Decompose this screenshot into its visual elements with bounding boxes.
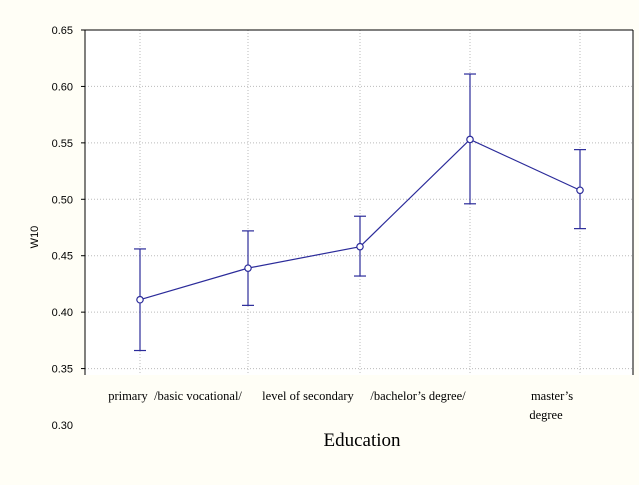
label-layer: primary/basic vocational/level of second… <box>108 389 573 422</box>
data-point <box>244 264 252 272</box>
x-category-label: /bachelor’s degree/ <box>370 389 466 403</box>
y-tick-label: 0.55 <box>52 138 73 150</box>
data-point <box>466 135 474 144</box>
data-point <box>356 242 364 251</box>
axis-layer: 0.30 0.35 0.40 0.45 0.50 0.55 0.60 0.65 <box>52 25 634 432</box>
y-tick-label: 0.30 <box>52 420 73 432</box>
y-tick-label: 0.50 <box>52 194 73 206</box>
data-point <box>136 295 144 304</box>
x-category-label-continued: degree <box>529 408 563 422</box>
y-tick-label: 0.35 <box>52 364 73 376</box>
plot-area <box>85 30 633 375</box>
x-category-label: /basic vocational/ <box>154 389 242 403</box>
y-tick-label: 0.45 <box>52 251 73 263</box>
series-layer <box>136 135 584 304</box>
x-category-label: level of secondary <box>262 389 354 403</box>
x-category-label: master’s <box>531 389 573 403</box>
y-tick-label: 0.65 <box>52 25 73 37</box>
data-point <box>576 186 584 195</box>
x-axis-title: Education <box>323 430 401 451</box>
y-tick-label: 0.40 <box>52 307 73 319</box>
x-category-label: primary <box>108 389 148 403</box>
y-tick-label: 0.60 <box>52 81 73 93</box>
y-axis-title: W10 <box>29 226 41 249</box>
